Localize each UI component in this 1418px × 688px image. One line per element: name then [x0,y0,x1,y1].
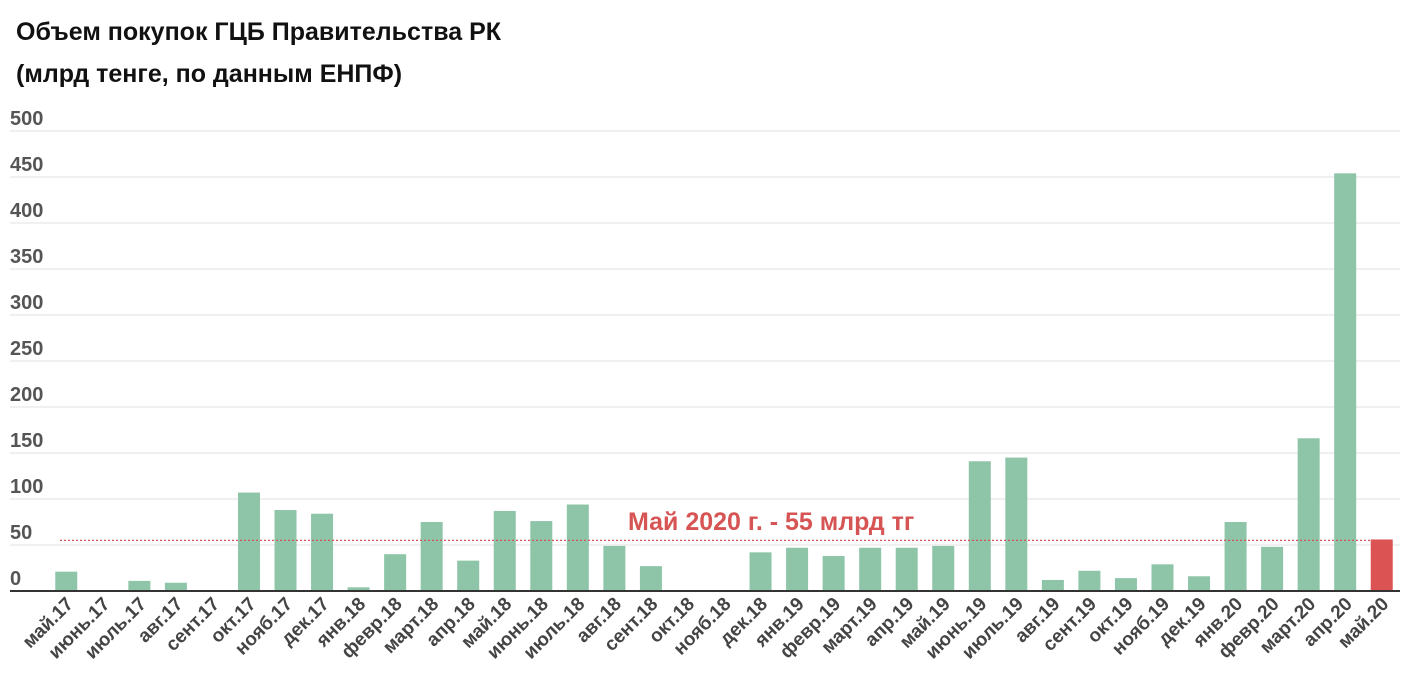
bar [1114,578,1137,591]
bar [274,510,297,591]
y-tick-label: 200 [10,384,43,406]
bar [1334,173,1357,591]
y-tick-label: 500 [10,108,43,130]
bar [932,545,955,591]
reference-line-label: Май 2020 г. - 55 млрд тг [628,508,914,536]
bar [639,566,662,591]
bar [530,521,553,591]
bar [55,571,78,591]
bar [420,522,443,591]
bar [1261,546,1284,591]
bar [128,580,151,591]
y-axis-ticks: 0 50 100 150 200 250 300 350 400 450 500 [10,108,43,590]
bar [493,510,516,591]
bar [859,547,882,591]
y-tick-label: 150 [10,430,43,452]
bars [55,173,1393,591]
y-tick-label: 400 [10,200,43,222]
bar [1297,438,1320,591]
bar [237,492,260,591]
chart-subtitle: (млрд тенге, по данным ЕНПФ) [16,60,403,88]
bar [1005,457,1028,591]
y-tick-label: 50 [10,522,32,544]
bar [566,504,589,591]
grid-lines [10,130,1400,546]
bar [895,547,918,591]
y-tick-label: 100 [10,476,43,498]
bar [822,556,845,591]
reference-line-group: Май 2020 г. - 55 млрд тг [60,508,1385,542]
bar [603,545,626,591]
bar [457,560,480,591]
bar [968,461,991,591]
bar [311,513,334,591]
bar [1370,539,1393,591]
bar [347,587,370,591]
bar [749,552,772,591]
bar [1078,570,1101,591]
x-axis-ticks: май.17июнь.17июль.17авг.17сент.17окт.17н… [19,594,1393,664]
bar [1041,579,1064,591]
bar [1224,522,1247,591]
bar [1151,564,1174,591]
bar [164,582,187,591]
y-tick-label: 0 [10,568,21,590]
bar [786,547,809,591]
y-tick-label: 300 [10,292,43,314]
y-tick-label: 450 [10,154,43,176]
bar [384,554,407,591]
y-tick-label: 250 [10,338,43,360]
bar [1188,576,1211,591]
y-tick-label: 350 [10,246,43,268]
chart-title: Объем покупок ГЦБ Правительства РК [16,18,502,46]
